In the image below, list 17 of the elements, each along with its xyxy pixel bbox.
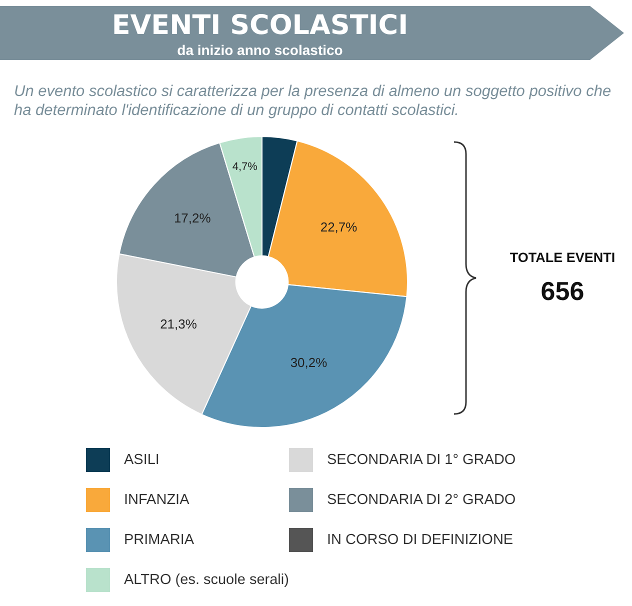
data-label: 30,2% (290, 354, 328, 370)
legend-label: PRIMARIA (124, 532, 194, 548)
data-label: 22,7% (320, 220, 358, 235)
data-label: 4,7% (232, 160, 258, 173)
text: 656 (540, 276, 586, 307)
legend-label: ALTRO (es. scuole serali) (124, 572, 289, 588)
text: TOTALE EVENTI (508, 250, 616, 265)
chart-title: EVENTI SCOLASTICI (110, 10, 410, 41)
legend-label: SECONDARIA DI 1° GRADO (327, 452, 516, 468)
legend-label: INFANZIA (124, 492, 190, 508)
legend-label: ASILI (124, 452, 160, 468)
data-label: 21,3% (160, 316, 198, 332)
chart-subtitle: da inizio anno scolastico (176, 42, 344, 58)
data-label: 17,2% (174, 210, 212, 226)
legend-label: IN CORSO DI DEFINIZIONE (327, 532, 514, 548)
legend-label: SECONDARIA DI 2° GRADO (327, 492, 516, 508)
text: Un evento scolastico si caratterizza per la presenza di almeno un soggetto positivo che ha determinato l'identificazione di un gruppo di contatti scolastici. (14, 82, 612, 120)
